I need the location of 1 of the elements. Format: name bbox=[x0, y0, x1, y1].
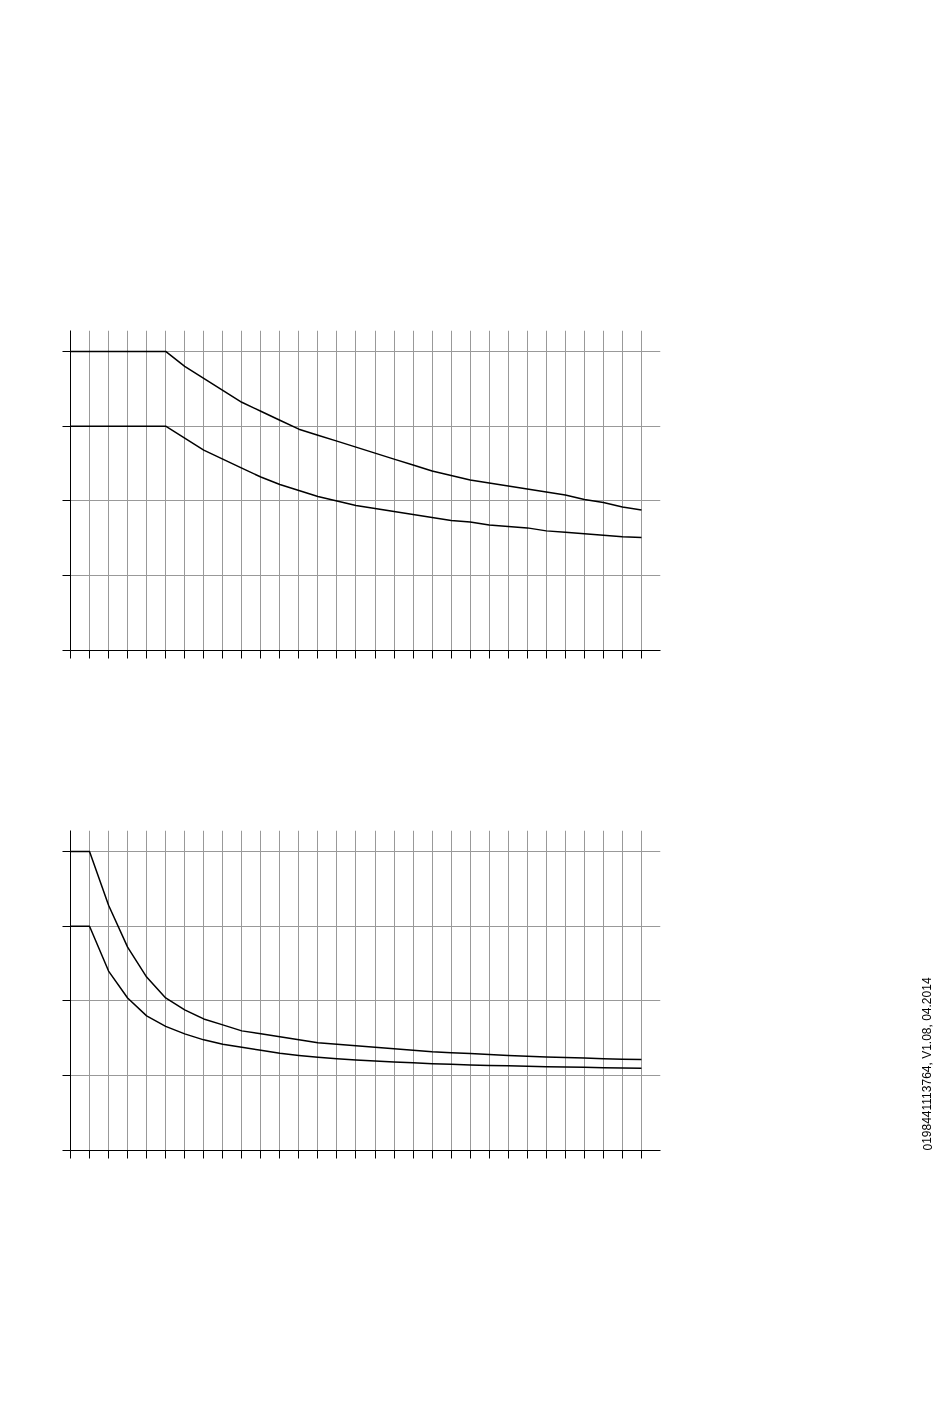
text: 0198441113764, V1.08, 04.2014 bbox=[920, 977, 935, 1151]
